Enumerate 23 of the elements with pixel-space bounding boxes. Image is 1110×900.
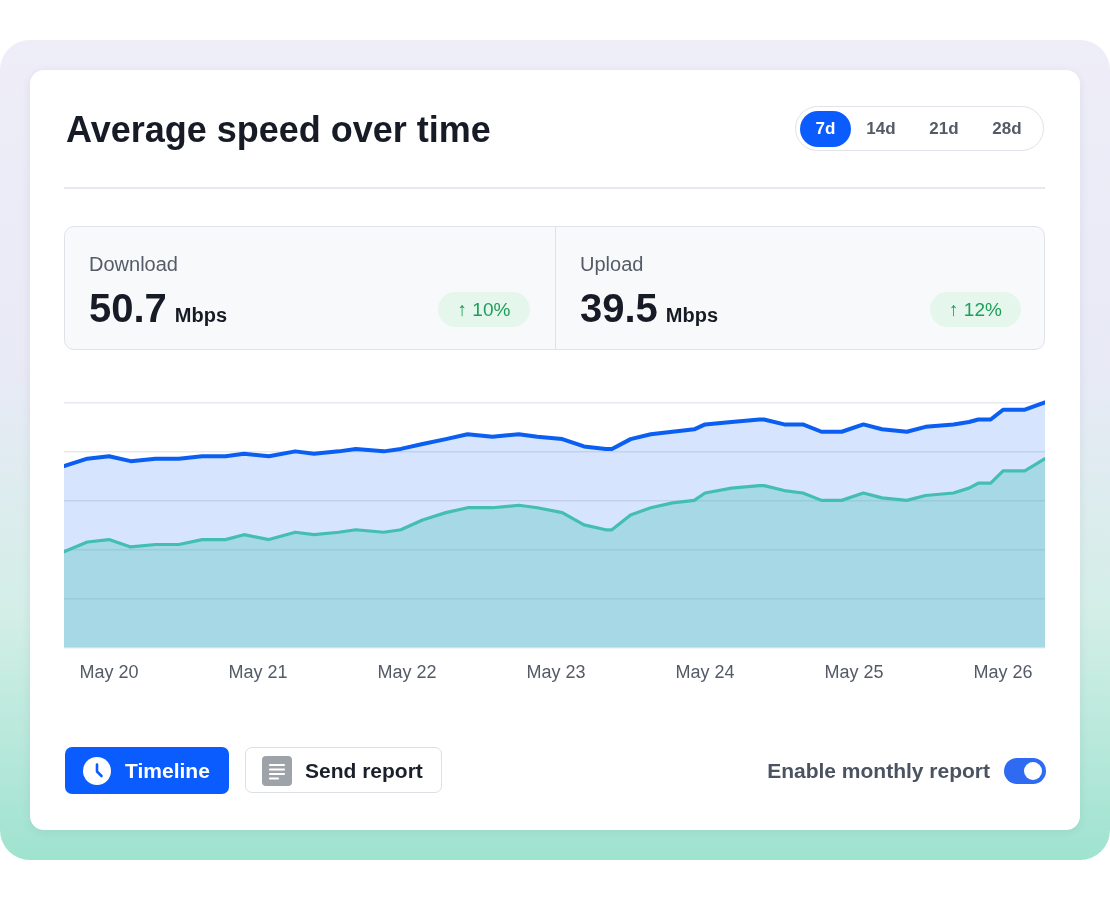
x-tick-label: May 24 bbox=[675, 662, 735, 683]
text: 21d bbox=[928, 118, 960, 140]
x-tick-label: May 25 bbox=[824, 662, 884, 683]
chart-title: Average speed over time bbox=[66, 108, 491, 152]
text: Upload bbox=[580, 252, 644, 276]
x-tick-label: May 26 bbox=[973, 662, 1033, 683]
text: 14d bbox=[865, 118, 897, 140]
text: Send report bbox=[305, 758, 423, 784]
text: 50.7 bbox=[89, 286, 167, 330]
text: Mbps bbox=[665, 304, 719, 327]
x-tick-label: May 23 bbox=[526, 662, 586, 683]
text: Enable monthly report bbox=[767, 758, 990, 784]
text: Timeline bbox=[125, 758, 210, 784]
text: 28d bbox=[991, 118, 1023, 140]
text: ↑ 12% bbox=[930, 292, 1021, 327]
text: Download bbox=[89, 252, 178, 276]
text: 7d bbox=[800, 111, 851, 147]
text: ↑ 10% bbox=[438, 292, 530, 327]
text: 39.5 bbox=[580, 286, 658, 330]
x-tick-label: May 21 bbox=[228, 662, 288, 683]
text: Mbps bbox=[174, 304, 228, 327]
x-tick-label: May 22 bbox=[377, 662, 437, 683]
x-tick-label: May 20 bbox=[79, 662, 139, 683]
